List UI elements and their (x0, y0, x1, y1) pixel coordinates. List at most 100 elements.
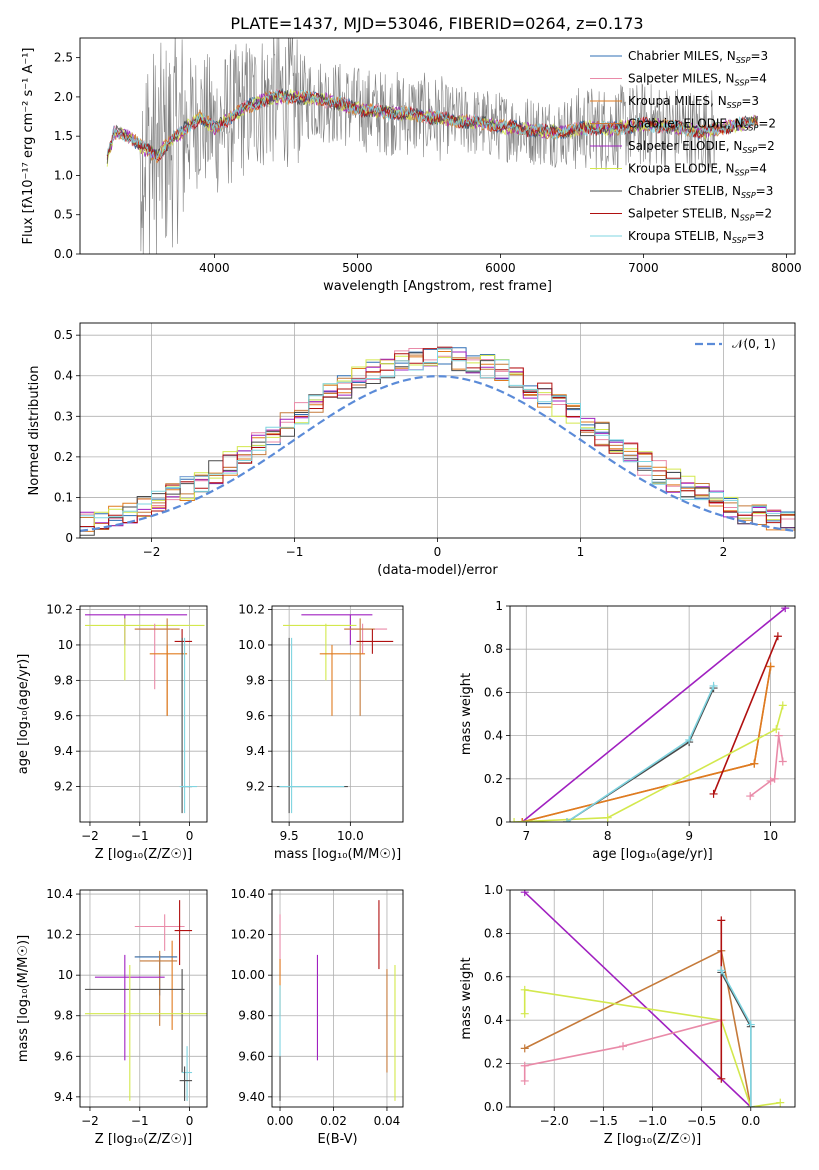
series-marker (746, 1020, 755, 1029)
tick-label-y: 10.2 (46, 603, 73, 617)
tick-label-y: 10.20 (231, 928, 265, 942)
figure-title: PLATE=1437, MJD=53046, FIBERID=0264, z=0… (230, 14, 643, 33)
x-axis-label: Z [log₁₀(Z/Z☉)] (95, 1132, 192, 1147)
tick-label-x: −2 (143, 545, 161, 559)
tick-label-y: 9.6 (54, 1049, 73, 1063)
tick-label-x: 10 (763, 829, 778, 843)
tick-label-y: 9.40 (238, 1090, 265, 1104)
y-axis-label: mass weight (459, 957, 474, 1039)
tick-label-y: 9.8 (54, 1009, 73, 1023)
plot-area (510, 606, 790, 822)
tick-label-y: 0.2 (54, 450, 73, 464)
tick-label-y: 0.2 (484, 772, 503, 786)
series-marker (778, 701, 787, 710)
tick-label-y: 1 (495, 599, 503, 613)
data-point (84, 614, 188, 645)
legend-entry-name: Chabrier MILES (628, 49, 719, 63)
x-axis-label: (data-model)/error (377, 563, 498, 578)
tick-label-x: −2.0 (540, 1114, 569, 1128)
x-axis-label: mass [log₁₀(M/M☉)] (274, 847, 401, 862)
tick-label-y: 2.0 (54, 90, 73, 104)
series-marker (717, 966, 726, 975)
plot-area (80, 346, 795, 536)
axes-frame (79, 322, 796, 539)
legend-entry-nssp: =3 (756, 184, 774, 198)
series-line (523, 1019, 722, 1081)
series-marker (781, 606, 790, 613)
tick-label-x: 0.02 (320, 1114, 347, 1128)
tick-label-y: 0.4 (484, 1013, 503, 1027)
tick-label-x: −2 (81, 829, 99, 843)
tick-label-x: 9.5 (280, 829, 299, 843)
tick-label-x: 1 (577, 545, 585, 559)
spectrum-model-line (106, 89, 758, 162)
series-marker (520, 1009, 529, 1018)
tick-label-y: 0.4 (54, 369, 73, 383)
panel-mass-vs-Z: −2 −1 0 9.4 9.6 9.8 10 10.2 10.4 Z [log₁₀(Z/Z☉)] m… (16, 887, 208, 1147)
tick-label-x: −1.0 (638, 1114, 667, 1128)
tick-label-x: 0 (186, 1114, 194, 1128)
tick-label-x: −1 (131, 1114, 149, 1128)
legend-entry-nssp-prefix: , N (719, 49, 736, 63)
tick-label-y: 0.2 (484, 1057, 503, 1071)
tick-label-x: 7 (522, 829, 530, 843)
panel-weight-vs-Z: −2.0 −1.5 −1.0 −0.5 0.0 0.0 0.2 0.4 0.6 0.8 1.0 Z [… (459, 883, 796, 1147)
legend-entry-name: Kroupa STELIB (628, 229, 715, 243)
data-point (182, 1046, 193, 1101)
tick-label-y: 9.8 (54, 673, 73, 687)
tick-label-y: 9.4 (54, 744, 73, 758)
legend-entry-sub: SSP (740, 214, 755, 223)
legend-entry-nssp-prefix: , N (727, 117, 744, 131)
legend-entry-name: Chabrier ELODIE (628, 117, 727, 131)
tick-label-x: 0 (434, 545, 442, 559)
data-point (149, 644, 188, 716)
series-marker (746, 792, 755, 801)
tick-label-y: 9.4 (54, 1090, 73, 1104)
data-point (134, 623, 180, 690)
series-marker (520, 890, 529, 897)
tick-label-x: −1.5 (589, 1114, 618, 1128)
tick-label-x: −1 (286, 545, 304, 559)
plot-area (84, 900, 207, 1101)
legend-entry-sub: SSP (735, 169, 750, 178)
data-point (139, 950, 178, 1026)
legend-entry-sub: SSP (742, 146, 757, 155)
legend-entry-nssp-prefix: , N (718, 72, 735, 86)
legend-entry: Kroupa ELODIE, NSSP=4 (628, 162, 767, 178)
tick-label-x: 0.0 (741, 1114, 760, 1128)
data-point (179, 1066, 193, 1101)
tick-label-y: 0 (65, 531, 73, 545)
tick-label-y: 0.8 (484, 926, 503, 940)
series-line (524, 949, 752, 1107)
tick-label-x: 0.04 (374, 1114, 401, 1128)
panel-spectrum: 4000 5000 6000 7000 8000 0.0 0.5 1.0 1.5 2.0 2.5 wa… (21, 37, 802, 294)
tick-label-y: 0.0 (484, 1100, 503, 1114)
legend-entry-sub: SSP (741, 191, 756, 200)
series-marker (766, 662, 775, 671)
legend-entry: 𝒩(0, 1) (732, 337, 776, 351)
tick-label-y: 0.6 (484, 685, 503, 699)
series-marker (563, 818, 571, 822)
series-marker (510, 818, 519, 822)
y-axis-label: age [log₁₀(age/yr)] (16, 654, 31, 775)
series-marker (746, 1103, 755, 1107)
legend-entry-sub: SSP (727, 101, 742, 110)
series-line (749, 735, 784, 797)
tick-label-y: 1.0 (54, 168, 73, 182)
series-line (566, 685, 715, 822)
tick-label-y: 0 (495, 815, 503, 829)
tick-label-y: 0.5 (54, 208, 73, 222)
legend-entry-nssp-prefix: , N (723, 207, 740, 221)
spectrum-model-line (106, 89, 758, 161)
series-marker (685, 735, 694, 744)
tick-label-x: 0 (186, 829, 194, 843)
tick-label-x: 4000 (199, 261, 230, 275)
legend-entry-name: Kroupa MILES (628, 94, 710, 108)
tick-label-x: 6000 (485, 261, 516, 275)
tick-label-y: 10.00 (231, 968, 265, 982)
legend-entry-nssp: =3 (741, 94, 759, 108)
series-line (521, 607, 786, 822)
axes-frame (79, 889, 208, 1108)
tick-label-y: 10.2 (238, 603, 265, 617)
